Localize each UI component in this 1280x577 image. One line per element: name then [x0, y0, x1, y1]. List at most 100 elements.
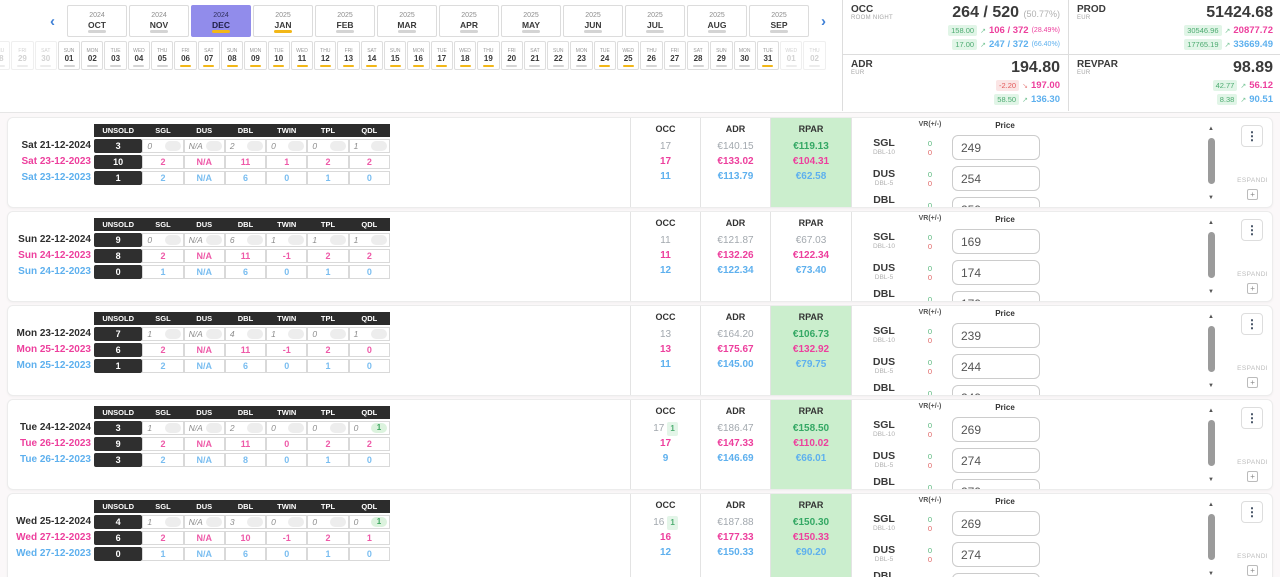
price-input-dbl[interactable] [952, 291, 1040, 301]
price-input-sgl[interactable] [952, 511, 1040, 536]
month-tab-nov[interactable]: 2024 NOV [129, 5, 189, 37]
expand-plus-icon[interactable]: + [1247, 377, 1259, 388]
day-cell-15[interactable]: SUN 15 [384, 41, 407, 70]
price-input-dus[interactable] [952, 354, 1040, 379]
day-cell-19[interactable]: THU 19 [477, 41, 500, 70]
scroll-up-icon[interactable]: ▲ [1208, 408, 1214, 414]
month-tab-dec[interactable]: 2024 DEC [191, 5, 251, 37]
price-input-dus[interactable] [952, 448, 1040, 473]
day-cell-27[interactable]: FRI 27 [663, 41, 686, 70]
expand-control[interactable]: ESPANDI + [1237, 365, 1268, 390]
day-cell-29[interactable]: FRI 29 [11, 41, 34, 70]
expand-plus-icon[interactable]: + [1247, 283, 1259, 294]
day-cell-01[interactable]: WED 01 [780, 41, 803, 70]
month-tab-oct[interactable]: 2024 OCT [67, 5, 127, 37]
day-cell-17[interactable]: TUE 17 [430, 41, 453, 70]
day-cell-08[interactable]: SUN 08 [220, 41, 244, 70]
expand-control[interactable]: ESPANDI + [1237, 177, 1268, 202]
day-cell-02[interactable]: THU 02 [803, 41, 826, 70]
day-cell-09[interactable]: MON 09 [244, 41, 267, 70]
day-cell-20[interactable]: FRI 20 [500, 41, 523, 70]
day-cell-18[interactable]: WED 18 [453, 41, 477, 70]
price-input-sgl[interactable] [952, 417, 1040, 442]
next-month-chevron-icon[interactable]: › [815, 13, 832, 30]
day-cell-30[interactable]: SAT 30 [34, 41, 57, 70]
day-cell-13[interactable]: FRI 13 [337, 41, 360, 70]
price-input-sgl[interactable] [952, 323, 1040, 348]
scrollbar-thumb[interactable] [1208, 514, 1215, 560]
day-cell-03[interactable]: TUE 03 [104, 41, 127, 70]
panel-scrollbar[interactable]: ▲ ▼ [1204, 400, 1226, 489]
day-cell-11[interactable]: WED 11 [290, 41, 314, 70]
expand-plus-icon[interactable]: + [1247, 565, 1259, 576]
month-tab-may[interactable]: 2025 MAY [501, 5, 561, 37]
price-input-dbl[interactable] [952, 197, 1040, 207]
month-tab-jun[interactable]: 2025 JUN [563, 5, 623, 37]
month-tab-jan[interactable]: 2025 JAN [253, 5, 313, 37]
month-tab-sep[interactable]: 2025 SEP [749, 5, 809, 37]
day-cell-25[interactable]: WED 25 [617, 41, 640, 70]
expand-control[interactable]: ESPANDI + [1237, 553, 1268, 577]
price-input-dus[interactable] [952, 260, 1040, 285]
scroll-up-icon[interactable]: ▲ [1208, 314, 1214, 320]
month-tab-mar[interactable]: 2025 MAR [377, 5, 437, 37]
price-input-sgl[interactable] [952, 229, 1040, 254]
scrollbar-thumb[interactable] [1208, 420, 1215, 466]
day-cell-22[interactable]: SUN 22 [547, 41, 570, 70]
scroll-down-icon[interactable]: ▼ [1208, 383, 1214, 389]
panel-scrollbar[interactable]: ▲ ▼ [1204, 118, 1226, 207]
day-cell-28[interactable]: SAT 28 [686, 41, 710, 70]
scroll-down-icon[interactable]: ▼ [1208, 195, 1214, 201]
price-input-dbl[interactable] [952, 479, 1040, 489]
expand-control[interactable]: ESPANDI + [1237, 459, 1268, 484]
day-cell-01[interactable]: SUN 01 [57, 41, 81, 70]
scroll-up-icon[interactable]: ▲ [1208, 502, 1214, 508]
day-cell-31[interactable]: TUE 31 [756, 41, 780, 70]
day-cell-16[interactable]: MON 16 [407, 41, 430, 70]
price-input-sgl[interactable] [952, 135, 1040, 160]
price-input-dbl[interactable] [952, 573, 1040, 577]
day-cell-28[interactable]: THU 28 [0, 41, 11, 70]
day-cell-30[interactable]: MON 30 [733, 41, 756, 70]
month-tab-feb[interactable]: 2025 FEB [315, 5, 375, 37]
expand-plus-icon[interactable]: + [1247, 189, 1259, 200]
scrollbar-thumb[interactable] [1208, 232, 1215, 278]
day-cell-10[interactable]: TUE 10 [267, 41, 290, 70]
panel-scrollbar[interactable]: ▲ ▼ [1204, 212, 1226, 301]
expand-control[interactable]: ESPANDI + [1237, 271, 1268, 296]
panel-scrollbar[interactable]: ▲ ▼ [1204, 494, 1226, 577]
scroll-up-icon[interactable]: ▲ [1208, 220, 1214, 226]
day-cell-07[interactable]: SAT 07 [197, 41, 220, 70]
day-cell-14[interactable]: SAT 14 [360, 41, 384, 70]
kebab-menu-icon[interactable]: ⋮ [1241, 501, 1263, 523]
scroll-down-icon[interactable]: ▼ [1208, 477, 1214, 483]
day-cell-21[interactable]: SAT 21 [523, 41, 547, 70]
day-cell-02[interactable]: MON 02 [81, 41, 104, 70]
day-cell-06[interactable]: FRI 06 [174, 41, 197, 70]
scrollbar-thumb[interactable] [1208, 326, 1215, 372]
price-input-dus[interactable] [952, 166, 1040, 191]
expand-plus-icon[interactable]: + [1247, 471, 1259, 482]
kebab-menu-icon[interactable]: ⋮ [1241, 219, 1263, 241]
kebab-menu-icon[interactable]: ⋮ [1241, 125, 1263, 147]
month-tab-apr[interactable]: 2025 APR [439, 5, 499, 37]
kebab-menu-icon[interactable]: ⋮ [1241, 313, 1263, 335]
price-input-dbl[interactable] [952, 385, 1040, 395]
day-cell-24[interactable]: TUE 24 [593, 41, 617, 70]
day-cell-05[interactable]: THU 05 [151, 41, 174, 70]
panel-scrollbar[interactable]: ▲ ▼ [1204, 306, 1226, 395]
prev-month-chevron-icon[interactable]: ‹ [44, 13, 61, 30]
month-tab-aug[interactable]: 2025 AUG [687, 5, 747, 37]
day-cell-26[interactable]: THU 26 [640, 41, 663, 70]
day-cell-23[interactable]: MON 23 [570, 41, 593, 70]
kebab-menu-icon[interactable]: ⋮ [1241, 407, 1263, 429]
price-input-dus[interactable] [952, 542, 1040, 567]
scroll-down-icon[interactable]: ▼ [1208, 571, 1214, 577]
day-cell-04[interactable]: WED 04 [127, 41, 151, 70]
scrollbar-thumb[interactable] [1208, 138, 1215, 184]
scroll-down-icon[interactable]: ▼ [1208, 289, 1214, 295]
month-tab-jul[interactable]: 2025 JUL [625, 5, 685, 37]
day-cell-12[interactable]: THU 12 [314, 41, 337, 70]
day-cell-29[interactable]: SUN 29 [710, 41, 733, 70]
scroll-up-icon[interactable]: ▲ [1208, 126, 1214, 132]
